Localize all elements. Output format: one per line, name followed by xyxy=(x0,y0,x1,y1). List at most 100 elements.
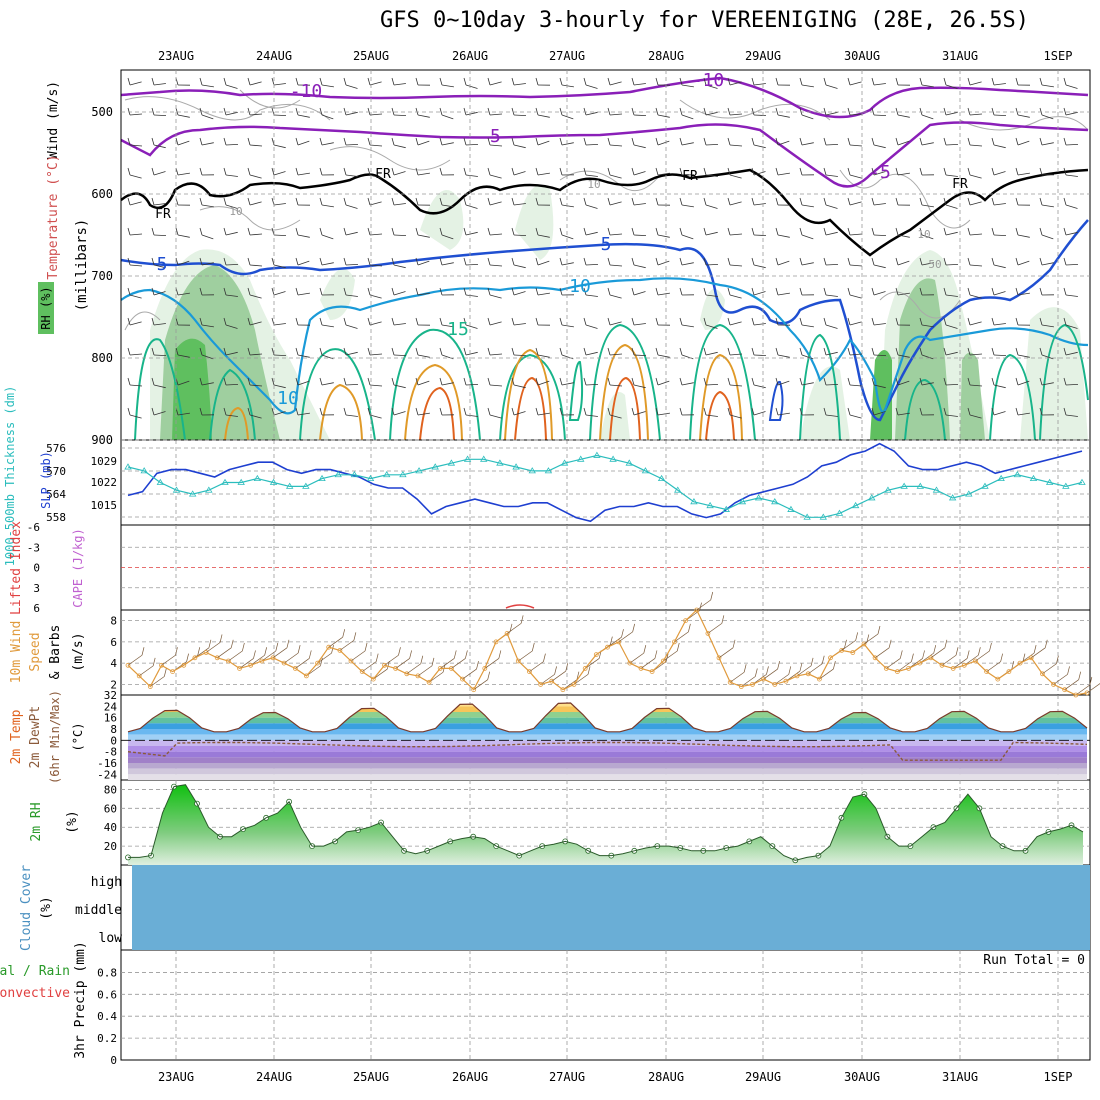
wind10-barb xyxy=(161,654,176,666)
wind-point xyxy=(482,666,488,671)
wind-barb xyxy=(225,414,238,417)
wind-barb xyxy=(969,321,982,326)
wind-barb xyxy=(369,321,382,326)
wind-barb xyxy=(177,412,190,416)
wind-barb-flag xyxy=(559,77,563,86)
ylabel-pressure: (millibars) xyxy=(74,219,90,312)
wind-barb xyxy=(249,353,263,356)
wind-barb-flag xyxy=(151,407,155,416)
wind-barb-flag xyxy=(391,77,395,86)
wind-barb-flag xyxy=(367,197,371,206)
wind-barb-flag xyxy=(175,317,179,326)
wind-barb xyxy=(681,262,694,266)
wind-barb-flag xyxy=(367,107,371,116)
wind-barb-flag xyxy=(751,77,755,86)
wind-barb-flag xyxy=(247,107,251,116)
wind-barb-flag xyxy=(799,347,803,356)
ytick-wind: 8 xyxy=(110,615,117,628)
wind-barb-flag xyxy=(871,287,875,296)
wind-barb xyxy=(201,142,214,146)
wind-barb xyxy=(489,414,502,419)
contour-warm xyxy=(699,353,743,441)
wind10-barb xyxy=(272,647,288,659)
wind-barb xyxy=(945,324,958,329)
wind-barb xyxy=(969,174,982,179)
wind-barb-flag xyxy=(295,377,299,386)
wind-barb xyxy=(945,174,958,177)
wind-barb-flag xyxy=(895,407,899,416)
wind-barb-flag xyxy=(559,377,563,386)
wind-barb xyxy=(585,351,598,356)
wind-barb xyxy=(705,351,718,356)
ytick-temp: 0 xyxy=(110,734,117,747)
contour-label: -5 xyxy=(869,162,891,183)
contour-label: 15 xyxy=(447,319,469,340)
ylabel-precip: 3hr Precip (mm) xyxy=(73,941,88,1058)
wind-barb xyxy=(633,144,646,149)
date-label-top: 26AUG xyxy=(452,49,488,63)
wind-barb xyxy=(585,414,598,417)
contour-label: 10 xyxy=(277,388,299,409)
wind10-barb-flag xyxy=(141,647,145,656)
wind-barb-flag xyxy=(703,197,707,206)
wind-barb-flag xyxy=(511,197,515,206)
wind-barb-flag xyxy=(247,137,251,146)
wind10-barb xyxy=(205,642,221,653)
wind-barb xyxy=(1041,382,1054,386)
wind-barb-flag xyxy=(151,347,155,356)
wind-barb-flag xyxy=(967,137,971,146)
ytick-pressure: 900 xyxy=(91,433,113,447)
wind-barb xyxy=(513,203,526,206)
wind-barb xyxy=(585,384,599,386)
wind-barb xyxy=(417,260,430,266)
wind-barb xyxy=(345,174,358,177)
wind-barb xyxy=(729,113,743,116)
wind-barb xyxy=(993,83,1006,86)
wind-barb xyxy=(681,204,694,208)
wind-barb-flag xyxy=(655,257,659,266)
wind10-barb xyxy=(841,640,856,651)
wind-barb-flag xyxy=(367,167,371,176)
wind-barb xyxy=(1065,384,1079,386)
ytick-pressure: 800 xyxy=(91,351,113,365)
wind-barb-flag xyxy=(511,317,515,326)
wind-barb-flag xyxy=(415,377,419,386)
date-label-bottom: 26AUG xyxy=(452,1070,488,1084)
ytick-lifted: 3 xyxy=(33,582,40,595)
wind-point xyxy=(705,631,711,636)
wind-barb-flag xyxy=(127,137,131,146)
wind-barb-flag xyxy=(319,257,323,266)
contour-label: 10 xyxy=(587,178,600,191)
wind10-barb-flag xyxy=(420,655,424,664)
wind-barb-flag xyxy=(823,407,827,416)
wind-barb xyxy=(681,142,694,146)
wind-barb-flag xyxy=(1015,197,1019,206)
wind-barb-flag xyxy=(199,377,203,386)
wind10-barb-flag xyxy=(855,632,859,641)
wind-barb-flag xyxy=(1015,407,1019,416)
wind-barb-flag xyxy=(1015,77,1019,86)
wind-barb-flag xyxy=(367,407,371,416)
wind10-barb xyxy=(127,654,143,666)
wind-barb-flag xyxy=(343,227,347,236)
wind-barb-flag xyxy=(991,347,995,356)
wind10-barb-flag xyxy=(375,653,379,662)
wind-barb-flag xyxy=(823,197,827,206)
wind-barb xyxy=(441,382,454,386)
wind-barb-flag xyxy=(679,77,683,86)
wind-barb xyxy=(561,382,574,386)
wind10-barb xyxy=(506,623,522,634)
wind-barb-flag xyxy=(1063,107,1067,116)
wind-barb-flag xyxy=(703,227,707,236)
wind-barb xyxy=(945,384,959,386)
wind10-barb-flag xyxy=(264,647,268,656)
ytick-temp: 32 xyxy=(104,689,117,702)
wind-barb-flag xyxy=(271,167,275,176)
wind-barb xyxy=(489,113,503,116)
wind-barb xyxy=(369,353,383,356)
ylabel-2m-temp: 2m Temp xyxy=(9,709,24,764)
wind-barb xyxy=(633,354,647,356)
wind-barb-flag xyxy=(895,377,899,386)
wind-barb-flag xyxy=(463,257,467,266)
thickness-point xyxy=(593,451,601,458)
